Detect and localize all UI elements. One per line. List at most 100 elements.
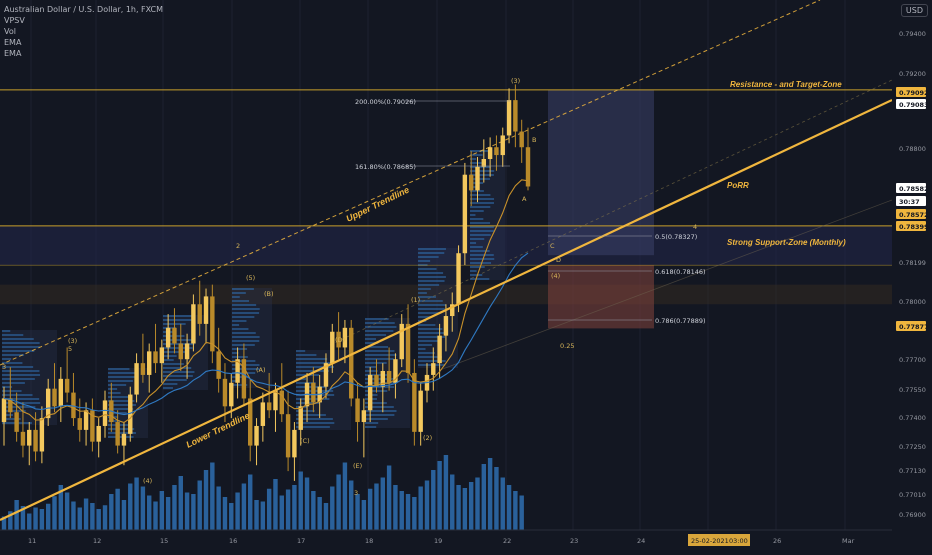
volume-bar [431, 470, 436, 530]
volume-profile-bar [470, 258, 495, 260]
volume-bar [241, 483, 247, 530]
x-tick-label-6: 19 [434, 537, 442, 545]
candle-body [519, 131, 524, 148]
price-tag-label-2: 0.78582 [899, 185, 929, 193]
volume-profile-bar [108, 376, 136, 378]
time-axis-bg [0, 530, 932, 550]
volume-profile-bar [470, 278, 490, 280]
wave-label-11: (2) [423, 434, 432, 442]
support-zone-band [0, 225, 892, 266]
volume-bar [405, 494, 411, 530]
currency-button[interactable]: USD [900, 4, 928, 17]
volume-bar [222, 497, 228, 530]
volume-profile-bar [365, 414, 395, 416]
candle-body [20, 431, 26, 446]
volume-bar [229, 503, 234, 530]
volume-profile-bar [418, 324, 436, 326]
volume-bar [475, 477, 480, 530]
volume-profile-bar [470, 178, 490, 180]
volume-profile-bar [232, 332, 256, 334]
volume-bar [494, 467, 499, 530]
candle-body [134, 363, 139, 395]
volume-profile-bar [2, 386, 13, 388]
volume-bar [487, 458, 493, 530]
volume-profile-bar [365, 318, 389, 320]
indicator-vol[interactable]: Vol [4, 27, 16, 36]
candle-body [405, 323, 411, 373]
volume-profile-bar [2, 342, 40, 344]
volume-bar [342, 462, 348, 530]
fib-label-3: 0.618(0.78146) [655, 268, 706, 276]
y-tick-label-2: 0.78800 [899, 145, 926, 153]
volume-profile-bar [108, 372, 135, 374]
volume-profile-bar [418, 344, 433, 346]
volume-bar [260, 501, 266, 530]
candle-body [279, 390, 284, 415]
volume-bar [399, 491, 404, 530]
candle-body [90, 410, 95, 442]
volume-bar [20, 506, 26, 530]
volume-bar [58, 485, 64, 530]
wave-label-12: (3) [511, 77, 520, 85]
volume-profile-1 [108, 368, 148, 438]
volume-bar [298, 471, 303, 530]
volume-profile-bar [418, 248, 446, 250]
indicator-ema-1[interactable]: EMA [4, 38, 22, 47]
candle-body [229, 382, 234, 407]
volume-bar [90, 503, 95, 530]
candle-body [45, 388, 51, 419]
candle-body [506, 100, 512, 136]
volume-profile-bar [232, 312, 260, 314]
volume-profile-bar [163, 355, 177, 357]
x-tick-label-0: 11 [28, 537, 36, 545]
volume-profile-bar [163, 383, 178, 385]
candle-body [266, 402, 272, 411]
candle-body [33, 429, 38, 452]
volume-bar [121, 500, 127, 530]
candle-body [235, 359, 240, 383]
volume-bar [279, 495, 284, 530]
volume-profile-bar [108, 420, 120, 422]
indicator-ema-2[interactable]: EMA [4, 49, 22, 58]
volume-profile-bar [2, 374, 41, 376]
volume-profile-bar [470, 242, 477, 244]
volume-profile-bar [2, 362, 23, 364]
volume-profile-bar [470, 210, 484, 212]
volume-profile-bar [365, 346, 389, 348]
volume-bar [197, 480, 202, 530]
candle-body [342, 327, 348, 348]
volume-bar [437, 461, 442, 530]
candle-body [374, 374, 379, 387]
candle-body [146, 351, 152, 375]
candle-body [83, 410, 89, 430]
volume-profile-bar [418, 336, 445, 338]
candle-body [393, 359, 398, 383]
volume-bar [159, 491, 165, 530]
volume-profile-bar [2, 414, 14, 416]
volume-profile-bar [470, 234, 491, 236]
volume-profile-bar [470, 206, 491, 208]
volume-bar [184, 492, 190, 530]
volume-bar [336, 474, 341, 530]
mid-zone-band [0, 284, 892, 305]
indicator-vpsv[interactable]: VPSV [4, 16, 25, 25]
candle-body [216, 351, 221, 379]
volume-bar [52, 496, 57, 530]
candle-body [254, 425, 259, 446]
volume-profile-bar [2, 390, 22, 392]
volume-bar [39, 509, 45, 530]
volume-profile-bar [418, 332, 446, 334]
candle-body [487, 147, 493, 159]
volume-bar [519, 495, 524, 530]
volume-bar [153, 501, 158, 530]
volume-profile-bar [470, 218, 484, 220]
volume-profile-bar [470, 274, 483, 276]
volume-bar [1, 516, 7, 530]
volume-profile-bar [365, 330, 394, 332]
volume-profile-bar [232, 376, 248, 378]
volume-profile-bar [418, 288, 431, 290]
y-tick-label-11: 0.76900 [899, 511, 926, 519]
volume-profile-bar [108, 436, 134, 438]
